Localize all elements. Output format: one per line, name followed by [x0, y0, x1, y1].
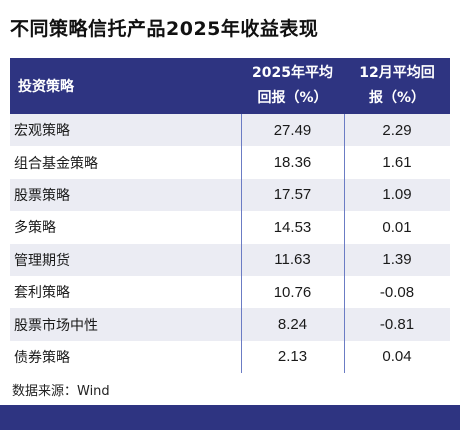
annual-return-value: 18.36	[273, 154, 312, 172]
annual-return-value: 11.63	[274, 251, 311, 269]
table-row: 组合基金策略 18.36 1.61	[10, 146, 450, 178]
strategy-name: 股票策略	[14, 187, 70, 204]
strategy-name: 组合基金策略	[14, 155, 98, 172]
december-return-value: -0.81	[379, 316, 415, 334]
table-row: 套利策略 10.76 -0.08	[10, 276, 450, 308]
header-annual-return-label: 2025年平均 回报（%）	[252, 65, 333, 106]
december-return-value: 1.09	[382, 186, 412, 204]
annual-return-value: 27.49	[273, 121, 312, 139]
table-row: 管理期货 11.63 1.39	[10, 243, 450, 276]
column-divider	[344, 114, 345, 374]
table-row: 多策略 14.53 0.01	[10, 211, 450, 243]
data-source-note: 数据来源：Wind	[12, 384, 110, 399]
column-divider	[241, 114, 242, 374]
returns-table: 投资策略 2025年平均 回报（%） 12月平均回 报（%） 宏观策略 27.49 …	[10, 58, 450, 374]
header-annual-return: 2025年平均 回报（%）	[241, 58, 344, 114]
strategy-name: 股票市场中性	[14, 317, 98, 334]
december-return-value: 1.61	[382, 154, 412, 172]
header-strategy: 投资策略	[18, 79, 74, 95]
page-title: 不同策略信托产品2025年收益表现	[10, 18, 319, 40]
table-row: 宏观策略 27.49 2.29	[10, 114, 450, 147]
annual-return-value: 14.53	[273, 218, 312, 236]
strategy-name: 宏观策略	[14, 123, 70, 140]
header-december-return-label: 12月平均回 报（%）	[359, 65, 435, 106]
annual-return-value: 8.24	[277, 316, 308, 334]
december-return-value: 1.39	[382, 251, 412, 269]
annual-return-value: 17.57	[273, 186, 312, 204]
december-return-value: 0.04	[382, 348, 412, 366]
strategy-name: 管理期货	[14, 252, 70, 269]
header-december-return: 12月平均回 报（%）	[344, 58, 450, 114]
table-row: 债券策略 2.13 0.04	[10, 341, 450, 373]
strategy-name: 套利策略	[14, 285, 70, 302]
strategy-name: 多策略	[14, 220, 56, 237]
footer-bar	[0, 405, 460, 430]
table-header: 投资策略 2025年平均 回报（%） 12月平均回 报（%）	[10, 58, 450, 114]
strategy-name: 债券策略	[14, 349, 70, 366]
december-return-value: 2.29	[382, 121, 412, 139]
december-return-value: 0.01	[382, 218, 412, 236]
december-return-value: -0.08	[379, 283, 415, 301]
table-row: 股票市场中性 8.24 -0.81	[10, 308, 450, 341]
annual-return-value: 2.13	[277, 348, 308, 366]
table-row: 股票策略 17.57 1.09	[10, 178, 450, 212]
annual-return-value: 10.76	[273, 283, 312, 301]
table-body: 宏观策略 27.49 2.29 组合基金策略 18.36 1.61 股票策略 1…	[10, 114, 450, 374]
